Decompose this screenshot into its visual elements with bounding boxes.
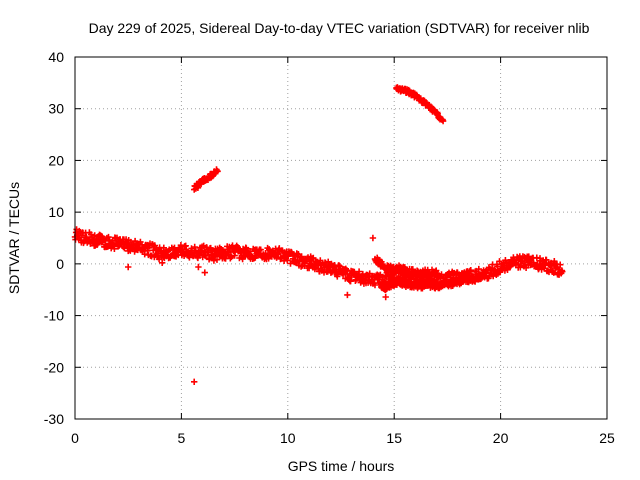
data-point-main-band bbox=[549, 268, 556, 275]
y-axis-label: SDTVAR / TECUs bbox=[6, 182, 22, 294]
data-point-upper-branch-1 bbox=[214, 168, 221, 175]
data-point-isolated-points bbox=[195, 263, 202, 271]
data-point-main-band bbox=[151, 242, 158, 249]
data-point-isolated-points bbox=[369, 234, 377, 242]
data-point-main-band bbox=[202, 252, 210, 260]
data-point-main-band bbox=[543, 256, 550, 264]
data-point-main-band bbox=[490, 272, 497, 280]
data-point-isolated-points bbox=[159, 259, 166, 266]
axes: 0 5 10 15 20 25 -30 -20 -10 0 10 20 30 40 bbox=[44, 49, 615, 446]
x-tick-label: 20 bbox=[493, 430, 509, 446]
data-point-main-band bbox=[559, 268, 566, 275]
x-tick-label: 25 bbox=[599, 430, 615, 446]
y-tick-label: 40 bbox=[48, 49, 64, 65]
y-tick-label: 30 bbox=[48, 101, 64, 117]
y-tick-label: 0 bbox=[56, 256, 64, 272]
y-tick-label: -10 bbox=[44, 308, 64, 324]
y-tick-label: -20 bbox=[44, 359, 64, 375]
data-point-main-band bbox=[105, 233, 112, 241]
x-tick-label: 15 bbox=[386, 430, 402, 446]
y-tick-label: -30 bbox=[44, 411, 64, 427]
data-point-isolated-points bbox=[191, 378, 198, 385]
data-point-isolated-points bbox=[382, 293, 389, 301]
data-point-main-band bbox=[494, 263, 501, 270]
data-point-main-band bbox=[210, 257, 218, 264]
data-point-main-band bbox=[467, 267, 474, 274]
grid-lines bbox=[75, 57, 607, 419]
x-tick-label: 0 bbox=[71, 430, 79, 446]
data-point-main-band bbox=[371, 281, 379, 289]
data-point-main-band bbox=[335, 262, 343, 269]
data-point-main-band bbox=[239, 255, 246, 263]
data-point-main-band bbox=[550, 269, 557, 276]
plot-frame bbox=[74, 56, 608, 420]
data-point-isolated-points bbox=[201, 269, 208, 276]
data-point-main-band bbox=[111, 245, 118, 252]
data-point-main-band bbox=[438, 271, 445, 278]
data-point-main-band bbox=[257, 246, 264, 253]
data-point-isolated-points bbox=[344, 291, 351, 299]
y-tick-label: 10 bbox=[48, 204, 64, 220]
data-point-lower-branch bbox=[476, 275, 483, 282]
x-tick-label: 10 bbox=[280, 430, 296, 446]
data-point-main-band bbox=[160, 244, 167, 251]
data-point-main-band bbox=[557, 261, 564, 268]
data-point-isolated-points bbox=[125, 263, 132, 271]
x-axis-label: GPS time / hours bbox=[288, 458, 395, 474]
data-point-main-band bbox=[213, 256, 221, 263]
data-points bbox=[71, 84, 566, 385]
data-point-main-band bbox=[475, 265, 482, 273]
x-tick-label: 5 bbox=[178, 430, 186, 446]
data-point-upper-branch-2 bbox=[439, 117, 447, 125]
data-point-main-band bbox=[355, 268, 363, 275]
chart-title: Day 229 of 2025, Sidereal Day-to-day VTE… bbox=[89, 20, 590, 36]
data-point-main-band bbox=[310, 254, 317, 262]
data-point-upper-strand-13-17h bbox=[433, 270, 440, 277]
y-tick-label: 20 bbox=[48, 152, 64, 168]
data-point-main-band bbox=[228, 253, 235, 261]
